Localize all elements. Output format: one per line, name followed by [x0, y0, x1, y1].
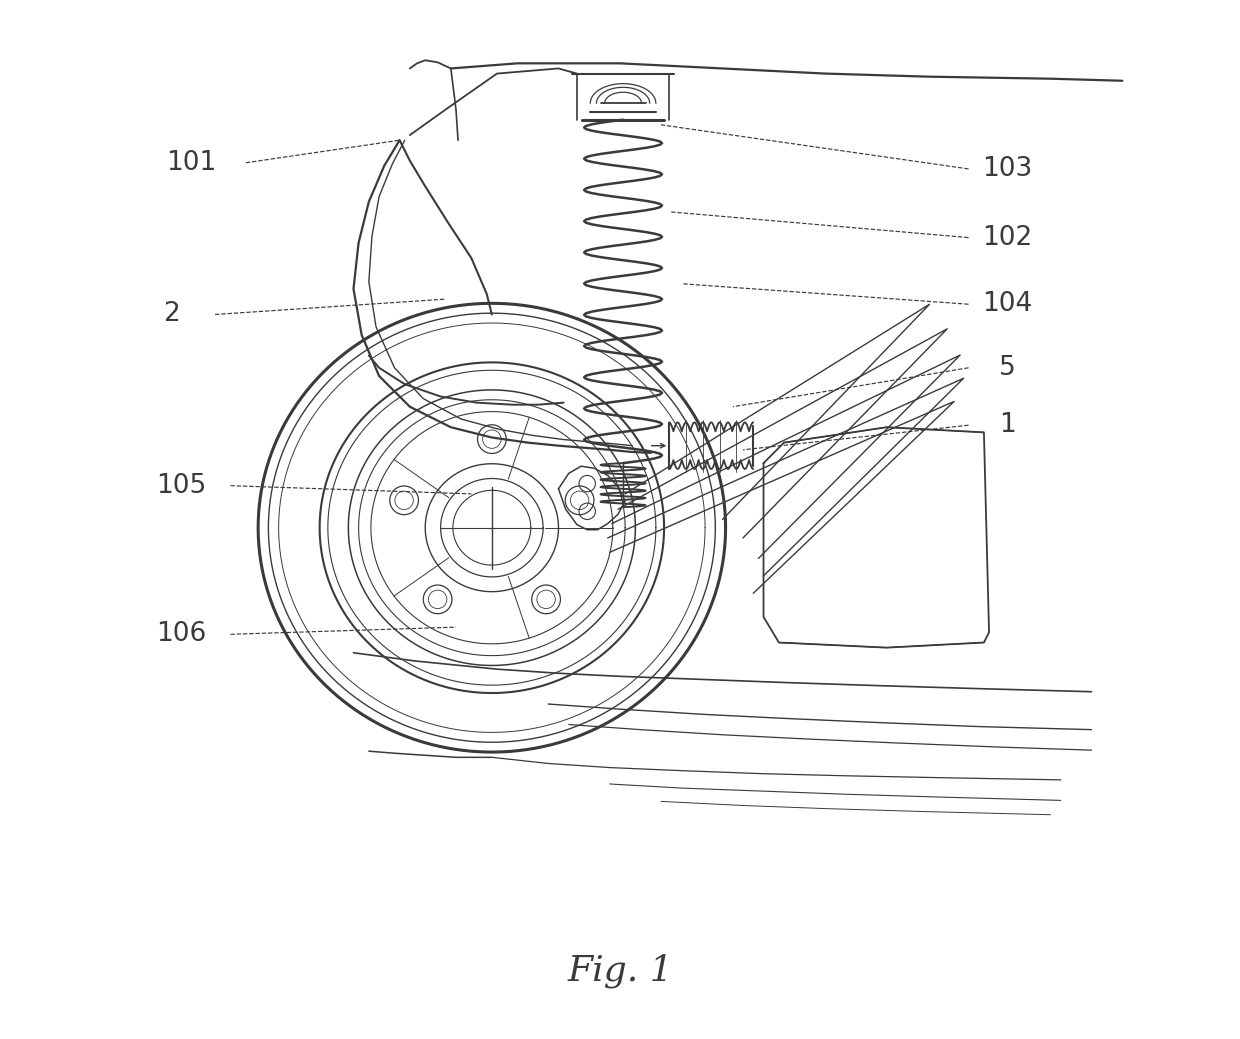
- Text: 102: 102: [982, 224, 1033, 250]
- Text: 2: 2: [162, 301, 180, 327]
- Text: 104: 104: [982, 291, 1033, 317]
- Text: 105: 105: [156, 473, 206, 499]
- Text: Fig. 1: Fig. 1: [567, 954, 673, 988]
- Text: 1: 1: [999, 412, 1016, 438]
- Text: 5: 5: [999, 354, 1016, 380]
- Text: 101: 101: [166, 150, 217, 176]
- Text: 103: 103: [982, 156, 1033, 182]
- Text: 106: 106: [156, 621, 206, 647]
